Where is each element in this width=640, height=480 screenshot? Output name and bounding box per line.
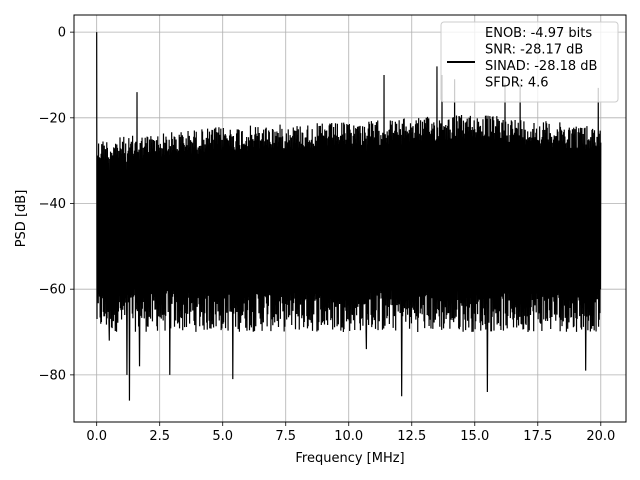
legend-entry: SINAD: -28.18 dB xyxy=(485,59,597,74)
y-axis-label: PSD [dB] xyxy=(14,190,29,248)
plot-area xyxy=(96,32,602,401)
x-tick-label: 10.0 xyxy=(334,429,363,444)
y-tick-label: −80 xyxy=(39,368,66,383)
legend-entry: SFDR: 4.6 xyxy=(485,76,549,91)
x-tick-label: 20.0 xyxy=(586,429,615,444)
y-tick-label: −20 xyxy=(39,111,66,126)
x-axis-label: Frequency [MHz] xyxy=(295,451,404,466)
y-axis: 0 −20 −40 −60 −80 xyxy=(39,26,74,383)
x-tick-label: 15.0 xyxy=(460,429,489,444)
axes-frame xyxy=(73,14,627,423)
x-tick-label: 12.5 xyxy=(397,429,426,444)
x-tick-label: 0.0 xyxy=(86,429,107,444)
y-tick-label: −60 xyxy=(39,283,66,298)
legend-entry: ENOB: -4.97 bits xyxy=(485,26,592,41)
x-tick-label: 5.0 xyxy=(212,429,233,444)
legend-box xyxy=(440,21,619,103)
legend-entry: SNR: -28.17 dB xyxy=(485,43,583,58)
y-tick-label: 0 xyxy=(58,26,66,41)
x-tick-label: 2.5 xyxy=(149,429,170,444)
x-tick-label: 7.5 xyxy=(275,429,296,444)
spectrum-line xyxy=(96,32,602,401)
x-axis: 0.0 2.5 5.0 7.5 10.0 12.5 15.0 17.5 20.0 xyxy=(86,422,615,444)
y-tick-label: −40 xyxy=(39,197,66,212)
x-tick-label: 17.5 xyxy=(523,429,552,444)
